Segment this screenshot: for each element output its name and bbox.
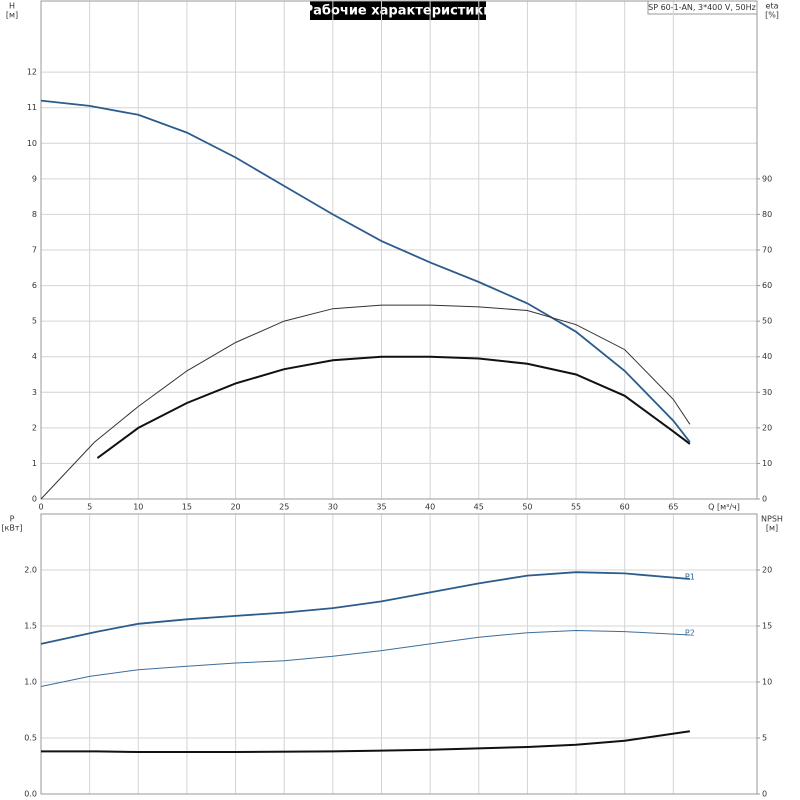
y-tick-label: 2: [32, 423, 37, 432]
series-line: [40, 99, 691, 443]
x-tick-label: 40: [425, 503, 435, 512]
y2-axis-label: eta: [766, 2, 779, 11]
y-tick-label: 11: [27, 103, 37, 112]
y-tick-label: 2.0: [24, 566, 37, 575]
annotation: SP 60-1-AN, 3*400 V, 50Hz: [648, 3, 756, 12]
y-tick-label: 4: [32, 352, 37, 361]
y-tick-label: 6: [32, 281, 37, 290]
y2-axis-label: NPSH: [761, 515, 783, 524]
x-tick-label: 35: [376, 503, 386, 512]
x-tick-label: 5: [87, 503, 92, 512]
x-tick-label: 30: [328, 503, 338, 512]
x-axis-label: Q [м³/ч]: [708, 503, 740, 512]
y2-tick-label: 80: [762, 210, 772, 219]
y2-axis-unit: [м]: [766, 524, 778, 533]
y-axis-unit: [кВт]: [1, 524, 22, 533]
series-line: [96, 355, 691, 459]
y-tick-label: 10: [27, 139, 37, 148]
y2-tick-label: 40: [762, 352, 772, 361]
y-tick-label: 7: [32, 246, 37, 255]
y2-tick-label: 70: [762, 246, 772, 255]
x-tick-label: 15: [182, 503, 192, 512]
plot-frame: [40, 513, 758, 795]
y-tick-label: 0.5: [24, 734, 37, 743]
y2-axis-unit: [%]: [765, 11, 779, 20]
line-label: P1: [685, 572, 695, 581]
x-tick-label: 25: [279, 503, 289, 512]
x-tick-label: 0: [38, 503, 43, 512]
y2-tick-label: 90: [762, 174, 772, 183]
series-line: [40, 629, 690, 687]
x-tick-label: 65: [668, 503, 678, 512]
y-tick-label: 5: [32, 317, 37, 326]
x-tick-label: 10: [133, 503, 143, 512]
plot-frame: [40, 0, 758, 500]
x-tick-label: 20: [230, 503, 240, 512]
y-tick-label: 1.0: [24, 678, 37, 687]
y-axis-label: P: [10, 515, 15, 524]
y2-tick-label: 30: [762, 388, 772, 397]
y2-tick-label: 10: [762, 678, 772, 687]
y2-tick-label: 10: [762, 459, 772, 468]
x-tick-label: 50: [522, 503, 532, 512]
y2-tick-label: 15: [762, 622, 772, 631]
x-tick-label: 60: [620, 503, 630, 512]
y-axis-unit: [м]: [6, 11, 18, 20]
title-box: [310, 1, 486, 20]
y-tick-label: 1: [32, 459, 37, 468]
y2-tick-label: 20: [762, 423, 772, 432]
y-tick-label: 9: [32, 174, 37, 183]
y2-tick-label: 50: [762, 317, 772, 326]
y2-tick-label: 0: [762, 495, 767, 504]
chart-title: Рабочие характеристики: [304, 4, 493, 19]
y-tick-label: 3: [32, 388, 37, 397]
y2-tick-label: 60: [762, 281, 772, 290]
series-line: [41, 730, 691, 753]
y-axis-label: H: [9, 2, 15, 11]
y-tick-label: 12: [27, 68, 37, 77]
series-line: [40, 304, 691, 500]
y2-tick-label: 20: [762, 566, 772, 575]
line-label: P2: [685, 628, 695, 637]
y-tick-label: 8: [32, 210, 37, 219]
y-tick-label: 0.0: [24, 790, 37, 799]
x-tick-label: 45: [474, 503, 484, 512]
y2-tick-label: 5: [762, 734, 767, 743]
y-tick-label: 0: [32, 495, 37, 504]
x-tick-label: 55: [571, 503, 581, 512]
y2-tick-label: 0: [762, 790, 767, 799]
series-line: [40, 571, 690, 645]
y-tick-label: 1.5: [24, 622, 37, 631]
